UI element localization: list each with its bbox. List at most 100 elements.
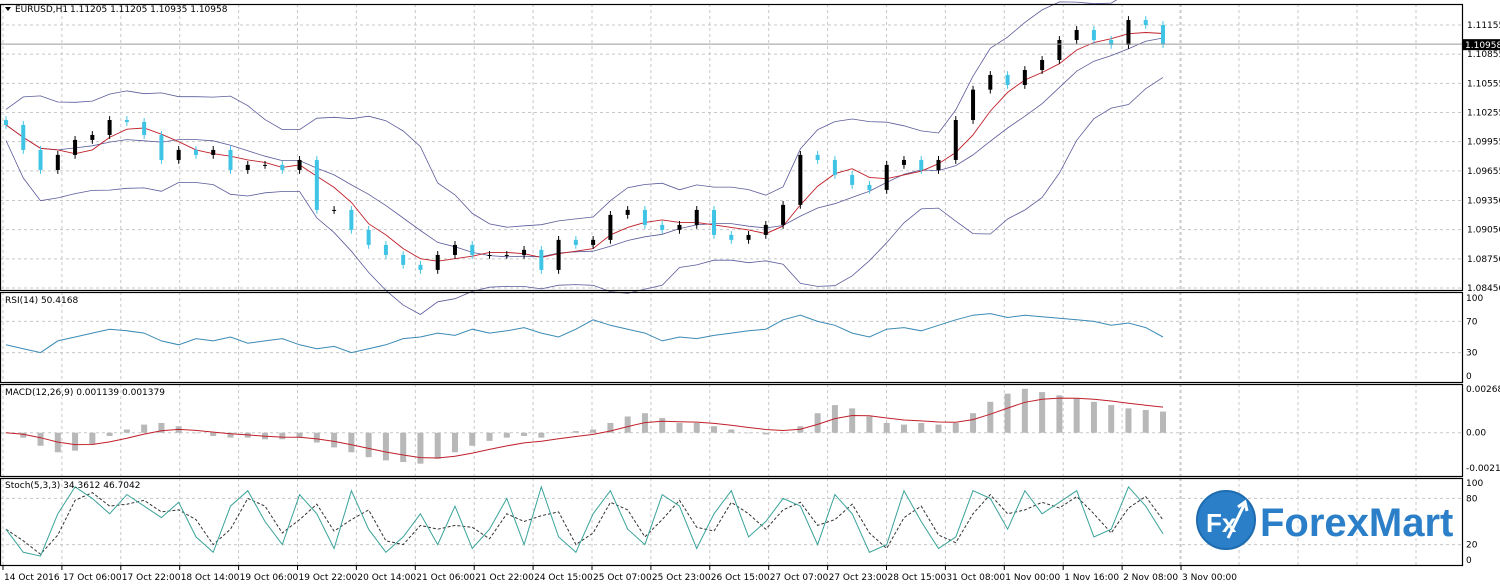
macd-bar — [123, 429, 130, 433]
macd-bar — [1056, 395, 1063, 433]
candle — [1161, 25, 1165, 45]
panel-frame — [0, 291, 1464, 384]
price-tick-label: 1.08450 — [1467, 284, 1500, 294]
time-label: 26 Oct 15:00 — [711, 573, 770, 583]
candle — [591, 239, 596, 245]
candle — [383, 244, 388, 255]
macd-bar — [1039, 392, 1046, 433]
macd-bar — [970, 413, 977, 433]
indicator-tick-label: 100 — [1466, 294, 1483, 304]
macd-bar — [590, 429, 597, 433]
time-label: 24 Oct 15:00 — [534, 573, 593, 583]
time-label: 19 Oct 22:00 — [299, 573, 358, 583]
macd-bar — [711, 426, 718, 433]
candle — [815, 154, 820, 160]
time-label: 17 Oct 06:00 — [63, 573, 122, 583]
symbol-label: EURUSD,H1 — [15, 5, 68, 15]
candle — [107, 119, 112, 135]
time-label: 19 Oct 06:00 — [240, 573, 299, 583]
indicator-tick-label: 30 — [1466, 349, 1478, 359]
time-label: 25 Oct 07:00 — [593, 573, 652, 583]
candle — [677, 224, 682, 230]
indicator-tick-label: 70 — [1466, 317, 1478, 327]
candle — [193, 149, 198, 155]
macd-bar — [469, 432, 476, 446]
time-label: 2 Nov 08:00 — [1123, 573, 1178, 583]
candle — [159, 134, 164, 160]
candle — [142, 121, 147, 135]
macd-bar — [503, 432, 510, 438]
bollinger-upper — [5, 0, 1118, 228]
macd-bar — [728, 429, 735, 433]
collapse-triangle-icon[interactable] — [5, 7, 11, 11]
price-tick-label: 1.10855 — [1467, 50, 1500, 60]
macd-bar — [952, 422, 959, 433]
macd-bar — [434, 432, 441, 459]
candle — [4, 120, 8, 125]
candle — [176, 149, 181, 160]
time-label: 27 Oct 23:00 — [829, 573, 888, 583]
candle — [953, 119, 958, 160]
macd-bar — [555, 432, 562, 434]
macd-bar — [106, 432, 113, 437]
candle — [556, 239, 561, 270]
macd-bar — [365, 432, 372, 458]
forexmart-logo: Fx ForexMart — [1196, 490, 1453, 550]
indicator-tick-label: 20 — [1466, 541, 1478, 551]
indicator-tick-label: 0.002688 — [1466, 385, 1500, 395]
candle — [211, 149, 216, 155]
candle — [901, 159, 906, 165]
candle — [297, 159, 302, 170]
time-label: 17 Oct 22:00 — [122, 573, 181, 583]
candle — [1022, 70, 1027, 85]
price-tick-label: 1.09955 — [1467, 138, 1500, 148]
panel-frame — [0, 383, 1464, 478]
macd-bar — [987, 401, 994, 433]
macd-bar — [417, 432, 424, 464]
price-tick-label: 1.09655 — [1467, 167, 1500, 177]
candle — [798, 154, 803, 205]
time-label: 28 Oct 15:00 — [888, 573, 947, 583]
candle — [1126, 20, 1131, 45]
panel-frame — [0, 477, 1464, 567]
candle — [867, 184, 872, 190]
macd-bar — [624, 416, 631, 433]
candle — [452, 244, 457, 255]
macd-signal-line — [5, 397, 1164, 459]
candle — [1057, 39, 1062, 61]
candle — [332, 209, 337, 211]
chart-marks — [0, 0, 1462, 557]
macd-bar — [1108, 405, 1115, 433]
indicator-tick-label: 80 — [1466, 494, 1478, 504]
macd-bar — [1160, 411, 1166, 433]
macd-bar — [918, 422, 925, 433]
macd-bar — [1004, 393, 1011, 433]
macd-bar — [20, 432, 27, 438]
macd-bar — [1142, 409, 1149, 433]
stoch-signal-line — [5, 492, 1164, 555]
candle — [55, 154, 60, 170]
moving-average — [5, 32, 1164, 262]
macd-bar — [866, 416, 873, 433]
price-tick-label: 1.10555 — [1467, 79, 1500, 89]
price-tick-label: 1.09050 — [1467, 226, 1500, 236]
last-price-box — [1463, 39, 1500, 51]
stoch-label: Stoch(5,3,3) 34.3612 46.7042 — [5, 481, 140, 491]
candle — [608, 214, 613, 240]
candle — [1143, 20, 1148, 25]
candle — [504, 254, 509, 256]
candle — [366, 229, 371, 245]
grid — [0, 4, 1462, 565]
time-label: 3 Nov 00:00 — [1182, 573, 1237, 583]
bollinger-lower — [5, 77, 1164, 315]
macd-bar — [296, 432, 303, 438]
indicator-tick-label: -0.002166 — [1466, 464, 1500, 474]
macd-bar — [935, 424, 942, 433]
macd-bar — [348, 432, 355, 453]
macd-bar — [89, 432, 96, 445]
time-label: 21 Oct 06:00 — [416, 573, 475, 583]
ohlc-label: 1.11205 1.11205 1.10935 1.10958 — [70, 5, 228, 15]
candle — [746, 234, 751, 240]
candle — [124, 119, 129, 122]
